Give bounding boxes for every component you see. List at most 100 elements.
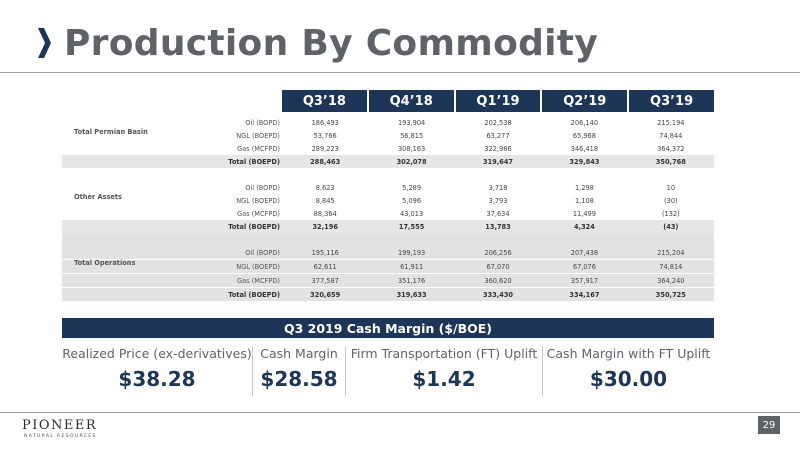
table-row: Other Assets NGL (BOEPD) 8,845 5,096 3,793 1,… bbox=[62, 193, 714, 207]
table-cell: 13,783 bbox=[485, 222, 511, 231]
table-header: Q3’18 Q4’18 Q1’19 Q2’19 Q3’19 bbox=[282, 90, 714, 112]
table-row: Gas (MCFPD) 377,587 351,176 360,620 357,917 3… bbox=[62, 274, 714, 287]
table-cell: 199,193 bbox=[397, 248, 426, 257]
group-label: Total Permian Basin bbox=[74, 128, 148, 136]
table-cell: 65,968 bbox=[572, 131, 596, 140]
table-cell: 1,108 bbox=[574, 196, 594, 205]
table-cell: 206,256 bbox=[484, 248, 512, 257]
column-header: Q3’18 bbox=[282, 90, 367, 112]
row-values: 288,463 302,078 319,647 329,843 350,768 bbox=[282, 158, 714, 166]
table-cell: 53,766 bbox=[313, 131, 337, 140]
table-cell: 202,538 bbox=[484, 118, 512, 127]
table-cell: 74,844 bbox=[659, 131, 683, 140]
table-cell: 67,070 bbox=[486, 262, 510, 271]
metric-value: $28.58 bbox=[260, 367, 338, 391]
table-cell: 32,196 bbox=[312, 222, 338, 231]
table-cell: 8,623 bbox=[315, 183, 335, 192]
table-spacer bbox=[62, 168, 714, 181]
row-values: 377,587 351,176 360,620 357,917 364,240 bbox=[282, 277, 714, 285]
table-cell: 289,223 bbox=[311, 144, 339, 153]
row-values: 186,493 193,904 202,538 206,140 215,194 bbox=[282, 119, 714, 127]
metric-label: Total (BOEPD) bbox=[228, 222, 280, 231]
table-cell: 215,204 bbox=[657, 248, 685, 257]
table-cell: 346,418 bbox=[570, 144, 599, 153]
metric-label: Gas (MCFPD) bbox=[237, 144, 280, 153]
table-row: Gas (MCFPD) 289,223 308,163 322,986 346,418 3… bbox=[62, 142, 714, 155]
metric-value: $1.42 bbox=[412, 367, 476, 391]
logo-subtitle: NATURAL RESOURCES bbox=[24, 434, 97, 439]
row-values: 32,196 17,555 13,783 4,324 (43) bbox=[282, 223, 714, 231]
row-separator bbox=[62, 259, 714, 260]
slide-header: Production By Commodity bbox=[36, 18, 598, 68]
production-table: Oil (BOPD) 186,493 193,904 202,538 206,140 21… bbox=[62, 116, 714, 301]
footer-divider bbox=[0, 412, 800, 413]
table-cell: 56,815 bbox=[400, 131, 424, 140]
table-cell: 195,116 bbox=[311, 248, 339, 257]
metric-label: Oil (BOPD) bbox=[245, 248, 280, 257]
table-row: Total Permian Basin NGL (BOEPD) 53,766 56,8… bbox=[62, 128, 714, 142]
row-separator bbox=[62, 273, 714, 274]
table-cell: 4,324 bbox=[573, 222, 595, 231]
table-cell: 351,176 bbox=[397, 276, 426, 285]
table-cell: 88,364 bbox=[313, 209, 337, 218]
table-group: Oil (BOPD) 186,493 193,904 202,538 206,140 21… bbox=[62, 116, 714, 168]
metric-label: NGL (BOEPD) bbox=[236, 196, 280, 205]
metric-label: Firm Transportation (FT) Uplift bbox=[350, 346, 538, 361]
table-cell: 215,194 bbox=[657, 118, 685, 127]
table-total-row: Total (BOEPD) 320,659 319,633 333,430 334,16… bbox=[62, 288, 714, 301]
page-title: Production By Commodity bbox=[64, 22, 599, 64]
column-header: Q1’19 bbox=[455, 90, 541, 112]
metric-ft-uplift: Firm Transportation (FT) Uplift $1.42 bbox=[346, 346, 542, 398]
row-values: 8,845 5,096 3,793 1,108 (30) bbox=[282, 197, 714, 205]
table-cell: 67,076 bbox=[572, 262, 596, 271]
table-cell: 334,167 bbox=[569, 290, 600, 299]
table-cell: 10 bbox=[666, 183, 676, 192]
metric-label: NGL (BOEPD) bbox=[236, 262, 280, 271]
table-cell: 333,430 bbox=[482, 290, 514, 299]
table-row: Oil (BOPD) 195,116 199,193 206,256 207,438 21… bbox=[62, 246, 714, 259]
group-label: Other Assets bbox=[74, 193, 122, 201]
table-cell: 357,917 bbox=[570, 276, 599, 285]
metric-label: Oil (BOPD) bbox=[245, 118, 280, 127]
table-cell: 17,555 bbox=[398, 222, 425, 231]
table-group: Oil (BOPD) 8,623 5,289 3,718 1,298 10 Other As… bbox=[62, 168, 714, 233]
table-cell: 364,240 bbox=[657, 276, 685, 285]
row-values: 289,223 308,163 322,986 346,418 364,372 bbox=[282, 145, 714, 153]
table-cell: 3,793 bbox=[488, 196, 508, 205]
row-values: 195,116 199,193 206,256 207,438 215,204 bbox=[282, 249, 714, 257]
table-cell: 319,633 bbox=[396, 290, 427, 299]
table-cell: 206,140 bbox=[570, 118, 599, 127]
logo-name: PIONEER bbox=[22, 418, 98, 433]
table-group: Oil (BOPD) 195,116 199,193 206,256 207,438 21… bbox=[62, 233, 714, 301]
column-header: Q4’18 bbox=[368, 90, 454, 112]
table-cell: 62,611 bbox=[313, 262, 337, 271]
row-separator bbox=[62, 287, 714, 288]
group-label: Total Operations bbox=[74, 259, 136, 267]
table-cell: 322,986 bbox=[484, 144, 512, 153]
table-cell: 8,845 bbox=[315, 196, 335, 205]
table-cell: 37,634 bbox=[486, 209, 510, 218]
table-cell: 288,463 bbox=[310, 157, 341, 166]
row-values: 53,766 56,815 63,277 65,968 74,844 bbox=[282, 132, 714, 140]
table-spacer bbox=[62, 233, 714, 246]
table-cell: 207,438 bbox=[570, 248, 599, 257]
row-values: 8,623 5,289 3,718 1,298 10 bbox=[282, 184, 714, 192]
divider bbox=[345, 346, 346, 396]
metric-label: Cash Margin with FT Uplift bbox=[546, 346, 711, 361]
metric-realized-price: Realized Price (ex-derivatives) $38.28 bbox=[62, 346, 252, 398]
title-divider bbox=[0, 72, 800, 73]
metric-label: Gas (MCFPD) bbox=[237, 209, 280, 218]
table-total-row: Total (BOEPD) 288,463 302,078 319,647 329,84… bbox=[62, 155, 714, 168]
table-row: Gas (MCFPD) 88,364 43,013 37,634 11,499 (132) bbox=[62, 207, 714, 220]
metric-label: Total (BOEPD) bbox=[228, 157, 280, 166]
metric-cash-margin-ft: Cash Margin with FT Uplift $30.00 bbox=[543, 346, 714, 398]
row-values: 320,659 319,633 333,430 334,167 350,725 bbox=[282, 291, 714, 299]
table-cell: 329,843 bbox=[569, 157, 600, 166]
table-cell: 350,725 bbox=[655, 290, 686, 299]
metric-label: Realized Price (ex-derivatives) bbox=[62, 346, 252, 361]
column-header: Q2’19 bbox=[542, 90, 628, 112]
table-cell: 193,904 bbox=[397, 118, 426, 127]
table-cell: 186,493 bbox=[311, 118, 339, 127]
chevron-right-icon bbox=[38, 28, 51, 58]
company-logo: PIONEER NATURAL RESOURCES bbox=[22, 418, 118, 439]
